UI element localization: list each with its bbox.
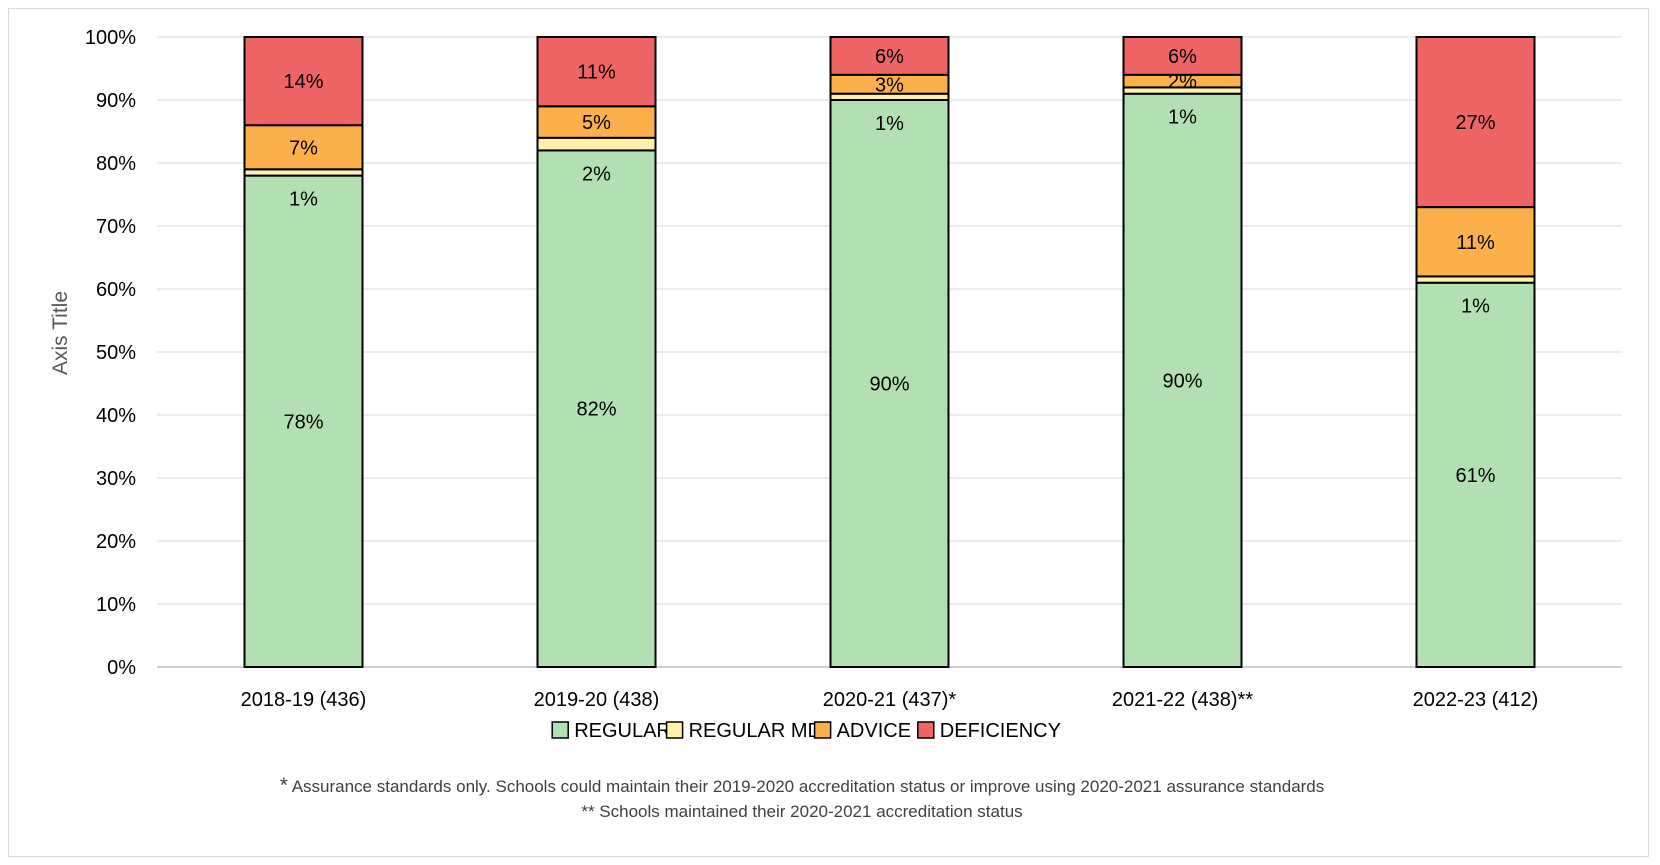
data-label: 27% bbox=[1455, 112, 1495, 134]
bars bbox=[243, 36, 1536, 668]
data-label: 1% bbox=[289, 189, 318, 211]
x-tick-label: 2021-22 (438)** bbox=[1112, 689, 1253, 711]
data-label: 14% bbox=[283, 71, 323, 93]
y-axis-ticks: 0% 10% 20% 30% 40% 50% 60% 70% 80% 90% 100% bbox=[85, 27, 136, 679]
data-label: 11% bbox=[1456, 232, 1495, 254]
data-label: 90% bbox=[1162, 370, 1202, 392]
bar-segment bbox=[243, 174, 364, 668]
y-tick-label: 50% bbox=[96, 342, 136, 364]
bar-segment bbox=[1122, 92, 1243, 668]
bar-segment bbox=[1122, 36, 1243, 76]
bar-segment bbox=[536, 136, 657, 152]
bar-segment bbox=[536, 105, 657, 139]
y-tick-label: 30% bbox=[96, 468, 136, 490]
data-label: 7% bbox=[289, 137, 318, 159]
bar-segment bbox=[243, 36, 364, 127]
footnote-1-star: * bbox=[280, 774, 288, 797]
y-tick-label: 80% bbox=[96, 153, 136, 175]
x-tick-label: 2019-20 (438) bbox=[534, 689, 660, 711]
bar-segment bbox=[829, 99, 950, 668]
y-tick-label: 0% bbox=[107, 657, 136, 679]
data-label: 2% bbox=[582, 163, 611, 185]
bar-segment bbox=[536, 36, 657, 108]
bar-segment bbox=[243, 124, 364, 171]
y-tick-label: 40% bbox=[96, 405, 136, 427]
data-label: 61% bbox=[1455, 465, 1495, 487]
data-label: 1% bbox=[1168, 107, 1197, 129]
x-tick-label: 2022-23 (412) bbox=[1413, 689, 1539, 711]
footnote-1: * Assurance standards only. Schools coul… bbox=[280, 774, 1325, 797]
y-tick-label: 100% bbox=[85, 27, 136, 49]
footnote-1-text: Assurance standards only. Schools could … bbox=[288, 777, 1324, 796]
bar-segment bbox=[1415, 206, 1536, 278]
legend-label: DEFICIENCY bbox=[940, 720, 1061, 742]
legend-label: REGULAR bbox=[574, 720, 671, 742]
data-label: 3% bbox=[875, 74, 904, 96]
x-axis-ticks: 2018-19 (436) 2019-20 (438) 2020-21 (437)*… bbox=[241, 689, 1539, 711]
data-label: 1% bbox=[875, 113, 904, 135]
bar-segment bbox=[1415, 281, 1536, 668]
data-label: 11% bbox=[577, 62, 616, 84]
data-label: 5% bbox=[582, 112, 611, 134]
bar-segment bbox=[829, 36, 950, 76]
legend-swatch bbox=[813, 721, 832, 739]
data-label: 90% bbox=[869, 374, 909, 396]
legend-swatch bbox=[551, 721, 569, 739]
legend-label: ADVICE bbox=[837, 720, 911, 742]
y-axis-title: Axis Title bbox=[49, 291, 72, 375]
data-label: 82% bbox=[576, 399, 616, 421]
bar-segment bbox=[536, 149, 657, 668]
footnote-2: ** Schools maintained their 2020-2021 ac… bbox=[581, 802, 1022, 821]
legend-label: REGULAR MD bbox=[689, 720, 822, 742]
data-label: 2% bbox=[1168, 71, 1197, 93]
y-tick-label: 70% bbox=[96, 216, 136, 238]
legend: REGULAR REGULAR MD ADVICE DEFICIENCY bbox=[551, 720, 1061, 742]
bar-segment bbox=[1415, 36, 1536, 209]
y-tick-label: 20% bbox=[96, 531, 136, 553]
data-label: 6% bbox=[1168, 46, 1197, 68]
y-tick-label: 10% bbox=[96, 594, 136, 616]
legend-swatch bbox=[917, 721, 935, 739]
data-labels: 78% 1% 7% 14% 82% 2% 5% 11% 90% 1% 3% 6% 90% 1% 2% 6% 61… bbox=[283, 46, 1495, 487]
data-label: 1% bbox=[1461, 296, 1490, 318]
x-tick-label: 2018-19 (436) bbox=[241, 689, 367, 711]
y-tick-label: 60% bbox=[96, 279, 136, 301]
y-tick-label: 90% bbox=[96, 90, 136, 112]
x-tick-label: 2020-21 (437)* bbox=[823, 689, 957, 711]
data-label: 78% bbox=[283, 411, 323, 433]
legend-swatch bbox=[665, 721, 684, 739]
data-label: 6% bbox=[875, 46, 904, 68]
